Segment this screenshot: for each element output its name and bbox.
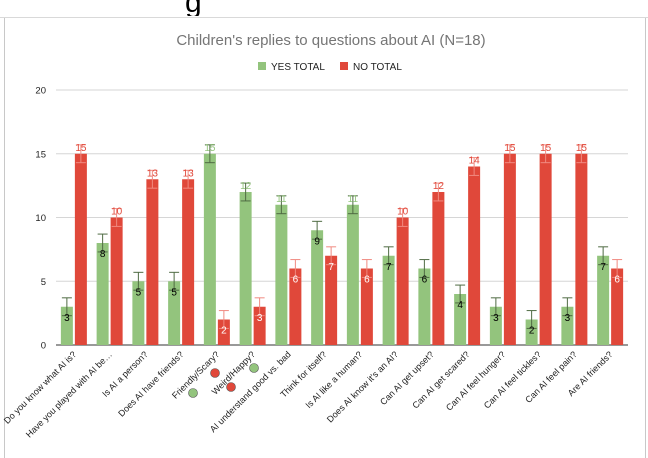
data-label: 15 <box>504 143 516 154</box>
bar <box>325 255 338 345</box>
bar <box>561 306 574 345</box>
bar <box>289 268 302 345</box>
data-label: 5 <box>136 287 142 298</box>
data-label: 15 <box>75 143 87 154</box>
data-label: 6 <box>293 275 299 286</box>
legend-swatch <box>258 62 266 70</box>
data-label: 4 <box>457 300 463 311</box>
data-label: 11 <box>276 194 287 205</box>
legend-label: YES TOTAL <box>271 62 325 73</box>
chart-title: Children's replies to questions about AI… <box>176 32 485 49</box>
category-label: Do you know what AI is? <box>2 349 78 425</box>
bar <box>525 319 538 345</box>
bar <box>346 204 359 345</box>
category-label: Does AI know it's an AI? <box>325 349 400 424</box>
bar <box>217 319 230 345</box>
bar <box>597 255 610 345</box>
bar <box>146 179 159 345</box>
bar <box>253 306 266 345</box>
data-label: 2 <box>221 326 227 337</box>
bar <box>110 217 123 345</box>
data-label: 15 <box>204 143 216 154</box>
bar <box>168 281 181 345</box>
data-label: 3 <box>565 313 571 324</box>
data-labels: 3158105135131521231169711671061241431521… <box>64 143 620 337</box>
data-label: 3 <box>257 313 263 324</box>
data-label: 15 <box>576 143 588 154</box>
bar <box>489 306 502 345</box>
category-icons <box>188 363 259 398</box>
category-label: Does AI have friends? <box>116 349 185 418</box>
y-tick-label: 5 <box>41 277 46 288</box>
data-label: 5 <box>171 287 177 298</box>
y-tick-label: 0 <box>41 341 46 352</box>
category-label: Can AI feel hunger? <box>444 349 507 412</box>
green-circle-icon <box>249 363 259 373</box>
bar <box>396 217 409 345</box>
data-label: 7 <box>386 262 392 273</box>
bars <box>60 144 624 345</box>
bar <box>418 268 431 345</box>
bar <box>539 153 552 345</box>
bar <box>74 153 87 345</box>
data-label: 6 <box>422 275 428 286</box>
data-label: 6 <box>364 275 370 286</box>
bar <box>360 268 373 345</box>
bar <box>203 153 216 345</box>
legend-swatch <box>340 62 348 70</box>
y-tick-label: 15 <box>35 149 46 160</box>
bar <box>454 294 467 345</box>
bar <box>96 243 109 345</box>
data-label: 15 <box>540 143 552 154</box>
bar <box>311 230 324 345</box>
green-circle-icon <box>188 388 198 398</box>
data-label: 8 <box>100 249 106 260</box>
cropped-heading: g <box>0 0 648 16</box>
data-label: 13 <box>147 168 159 179</box>
bar <box>432 192 445 345</box>
data-label: 3 <box>64 313 70 324</box>
data-label: 10 <box>397 207 409 218</box>
bar <box>611 268 624 345</box>
data-label: 3 <box>493 313 499 324</box>
data-label: 13 <box>183 168 195 179</box>
bar <box>275 204 288 345</box>
data-label: 7 <box>328 262 334 273</box>
y-tick-label: 20 <box>35 86 46 97</box>
category-labels: Do you know what AI is?Have you played w… <box>2 349 615 439</box>
bar <box>182 179 195 345</box>
data-label: 9 <box>314 236 320 247</box>
bar <box>60 306 73 345</box>
data-label: 7 <box>600 262 606 273</box>
red-circle-icon <box>210 368 220 378</box>
legend-label: NO TOTAL <box>353 62 402 73</box>
data-label: 10 <box>111 207 123 218</box>
red-circle-icon <box>226 382 236 392</box>
data-label: 6 <box>614 275 620 286</box>
bar <box>382 255 395 345</box>
data-label: 12 <box>433 181 445 192</box>
bar <box>468 166 481 345</box>
bar <box>239 192 252 345</box>
bar <box>132 281 145 345</box>
data-label: 12 <box>240 181 252 192</box>
data-label: 14 <box>469 156 481 167</box>
data-label: 11 <box>348 194 359 205</box>
top-divider <box>0 17 648 18</box>
legend: YES TOTAL NO TOTAL <box>258 62 402 73</box>
y-axis-ticks: 0 5 10 15 20 <box>35 86 46 352</box>
bar <box>575 153 588 345</box>
bar <box>503 153 516 345</box>
cropped-heading-text: g <box>185 0 202 16</box>
y-tick-label: 10 <box>35 213 46 224</box>
data-label: 2 <box>529 326 535 337</box>
